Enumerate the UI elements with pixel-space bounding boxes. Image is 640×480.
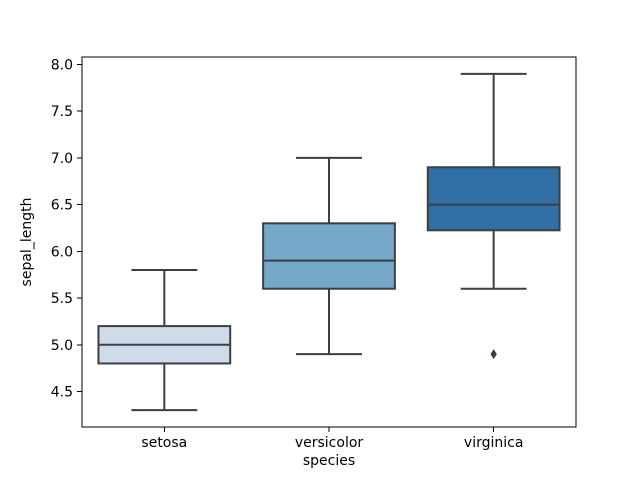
y-axis-label: sepal_length [19,198,35,287]
y-tick-label: 6.0 [51,244,73,260]
y-tick-label: 5.0 [51,338,73,354]
y-tick-label: 5.5 [51,291,73,307]
box-versicolor [262,222,396,290]
x-tick-label: setosa [141,435,187,451]
y-tick-label: 6.5 [51,198,73,214]
y-tick-label: 7.5 [51,104,73,120]
outlier-marker-virginica [490,349,497,360]
y-tick-label: 7.0 [51,151,73,167]
x-axis-label: species [303,453,355,469]
x-tick-label: virginica [464,435,524,451]
box-virginica [426,166,561,232]
y-tick-label: 4.5 [51,384,73,400]
y-tick-label: 8.0 [51,57,73,73]
x-tick-label: versicolor [295,435,364,451]
